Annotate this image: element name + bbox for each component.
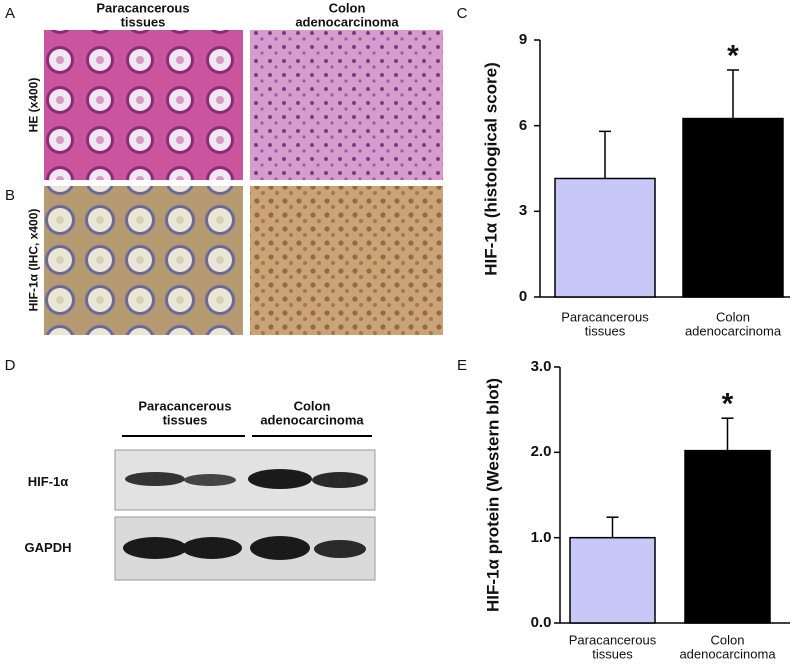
bar: [569, 536, 656, 624]
y-axis-label: HIF-1α (histological score): [481, 61, 501, 276]
panel-label: D: [4, 356, 16, 374]
significance-mark: *: [727, 39, 739, 73]
y-tick-label: 0.0: [530, 613, 552, 631]
row-label: HIF-1α (IHC, x400): [26, 208, 41, 312]
panel-label: B: [4, 186, 16, 204]
category-label: Paracancerous tissues: [568, 632, 657, 662]
panel-label: A: [4, 4, 16, 22]
significance-mark: *: [721, 387, 734, 421]
blot-gapdh: [114, 516, 376, 581]
y-tick-label: 9: [518, 30, 528, 48]
y-axis-label: HIF-1α protein (Western blot): [483, 378, 503, 612]
row-label: HE (x400): [26, 77, 41, 133]
y-tick-label: 6: [518, 116, 528, 134]
y-tick-label: 2.0: [530, 443, 552, 461]
ihc-paracancerous-image: [44, 186, 243, 335]
category-label: Colon adenocarcinoma: [684, 309, 782, 339]
category-label: Colon adenocarcinoma: [679, 632, 776, 662]
panel-label: E: [456, 356, 468, 374]
y-tick-label: 3: [518, 202, 528, 220]
group-label: Colon adenocarcinoma: [260, 398, 364, 428]
bar: [682, 117, 784, 298]
panel-label: C: [456, 4, 468, 22]
band-label: HIF-1α: [27, 473, 69, 489]
group-label: Paracancerous tissues: [138, 398, 232, 428]
y-tick-label: 0: [518, 287, 528, 305]
band-label: GAPDH: [24, 539, 72, 555]
y-tick-label: 1.0: [530, 528, 552, 546]
bar: [554, 177, 656, 298]
he-paracancerous-image: [44, 30, 243, 180]
column-label: Paracancerous tissues: [96, 0, 190, 30]
column-label: Colon adenocarcinoma: [295, 0, 399, 30]
y-tick-label: 3.0: [530, 357, 552, 375]
bar: [684, 449, 771, 624]
he-adenocarcinoma-image: [250, 30, 443, 180]
category-label: Paracancerous tissues: [561, 309, 649, 339]
ihc-adenocarcinoma-image: [250, 186, 443, 335]
blot-hif: [114, 449, 376, 511]
